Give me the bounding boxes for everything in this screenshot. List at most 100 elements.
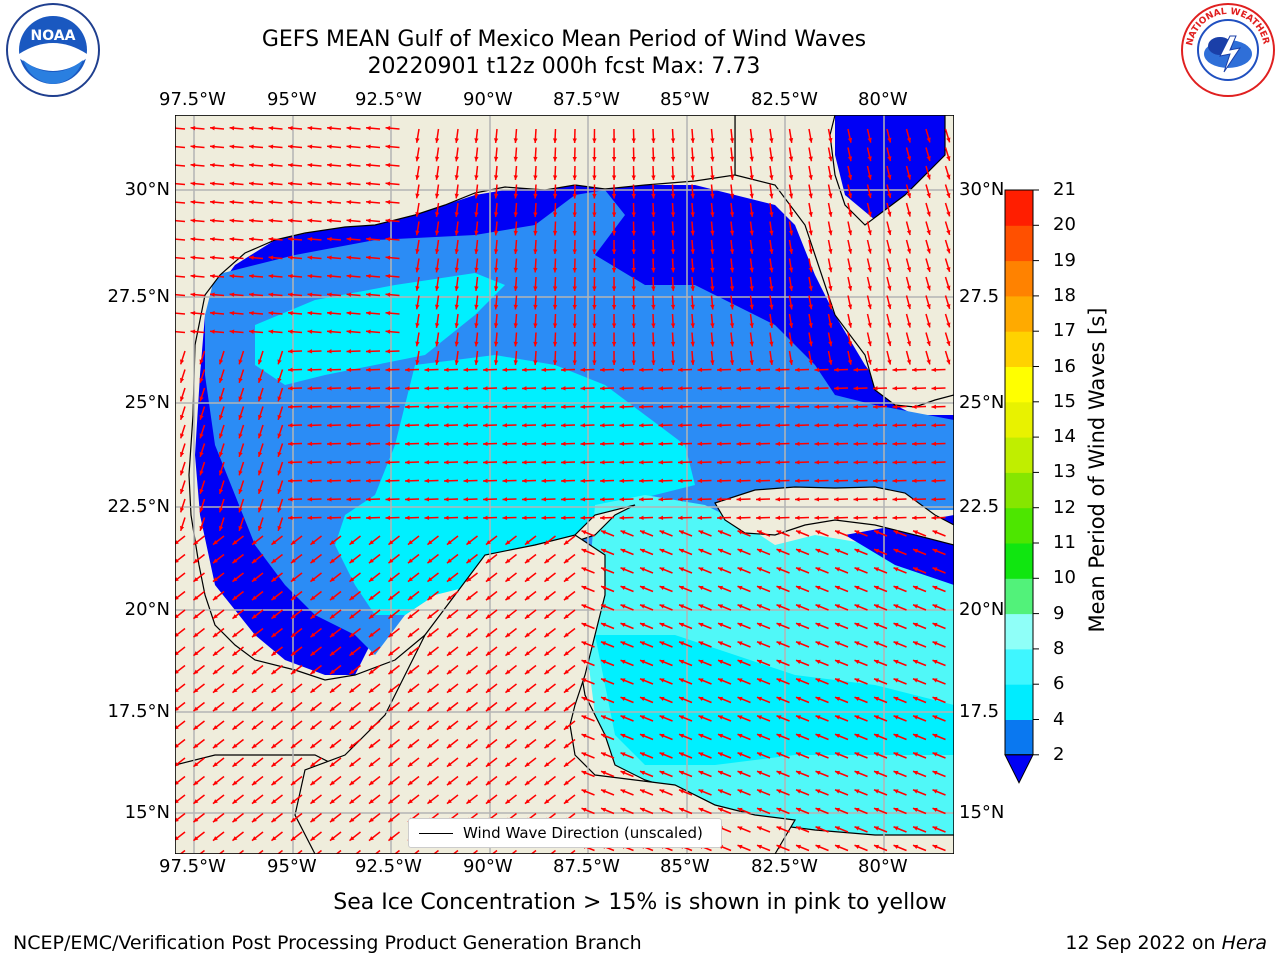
wind-arrowhead: [474, 212, 479, 217]
wind-arrowhead: [346, 404, 352, 410]
wind-arrowhead: [946, 192, 951, 198]
wind-arrowhead: [407, 540, 413, 545]
wind-arrowhead: [541, 423, 547, 428]
wind-arrowhead: [179, 451, 185, 457]
wind-arrowhead: [505, 725, 511, 730]
wind-arrowhead: [729, 360, 735, 365]
wind-arrowhead: [873, 423, 878, 428]
wind-arrowhead: [776, 567, 782, 572]
wind-arrowhead: [808, 137, 813, 143]
wind-arrowhead: [513, 138, 518, 143]
wind-arrowhead: [912, 460, 917, 465]
wind-arrowhead: [847, 174, 853, 180]
wind-arrowhead: [867, 359, 872, 365]
wind-arrowhead: [659, 789, 665, 794]
wind-arrowhead: [776, 807, 782, 812]
wind-arrowhead: [757, 548, 763, 553]
wind-arrowhead: [572, 323, 577, 328]
wind-arrowhead: [678, 404, 683, 410]
wind-arrowhead: [737, 770, 743, 775]
wind-arrowhead: [444, 441, 449, 447]
wind-arrowhead: [796, 789, 802, 794]
wind-arrowhead: [288, 460, 293, 465]
wind-arrowhead: [659, 659, 665, 664]
wind-arrowhead: [485, 669, 491, 675]
wind-arrowhead: [611, 267, 617, 273]
wind-arrowhead: [427, 780, 433, 786]
wind-arrowhead: [493, 212, 499, 217]
wind-arrowhead: [434, 249, 440, 254]
wind-arrowhead: [679, 567, 685, 572]
lon-label: 82.5°W: [751, 89, 818, 110]
wind-arrowhead: [271, 669, 277, 675]
wind-arrowhead: [434, 193, 440, 199]
wind-arrowhead: [640, 659, 646, 664]
wind-arrowhead: [190, 181, 196, 186]
wind-arrowhead: [277, 396, 282, 402]
wind-arrowhead: [388, 817, 394, 823]
wind-arrowhead: [329, 762, 335, 767]
wind-arrowhead: [619, 367, 625, 373]
wind-arrowhead: [249, 181, 254, 186]
wind-arrowhead: [906, 322, 912, 328]
wind-arrowhead: [854, 789, 860, 794]
wind-arrowhead: [424, 386, 430, 391]
wind-arrowhead: [505, 651, 511, 656]
wind-arrowhead: [640, 696, 646, 701]
wind-arrowhead: [581, 696, 587, 701]
wind-arrowhead: [290, 799, 296, 804]
wind-arrowhead: [229, 218, 235, 223]
wind-arrowhead: [592, 267, 597, 273]
wind-arrowhead: [179, 396, 185, 402]
wind-arrowhead: [310, 651, 316, 656]
wind-arrowhead: [251, 836, 257, 841]
wind-arrowhead: [795, 515, 800, 521]
wind-arrowhead: [906, 174, 912, 180]
wind-arrowhead: [446, 558, 452, 564]
wind-arrowhead: [524, 799, 530, 804]
wind-arrowhead: [175, 743, 179, 748]
wind-arrowhead: [892, 441, 898, 447]
wind-arrowhead: [251, 577, 257, 582]
wind-arrowhead: [368, 688, 374, 693]
wind-arrowhead: [388, 725, 394, 730]
wind-arrowhead: [238, 525, 243, 531]
wind-arrowhead: [769, 304, 774, 310]
wind-arrowhead: [327, 423, 332, 428]
wind-arrowhead: [524, 595, 530, 601]
wind-arrowhead: [873, 478, 878, 484]
wind-arrowhead: [268, 292, 274, 297]
wind-arrowhead: [932, 807, 938, 812]
wind-arrowhead: [749, 304, 754, 310]
wind-arrowhead: [563, 725, 569, 730]
wind-arrowhead: [912, 441, 917, 447]
wind-arrowhead: [290, 836, 296, 841]
wind-arrowhead: [446, 595, 452, 601]
wind-arrowhead: [541, 460, 547, 465]
wind-arrowhead: [271, 817, 277, 823]
wind-arrowhead: [485, 651, 491, 656]
wind-arrowhead: [718, 807, 724, 812]
wind-arrowhead: [717, 478, 722, 484]
wind-arrowhead: [466, 669, 472, 675]
lon-label: 80°W: [858, 89, 908, 110]
lat-label: 25°N: [124, 392, 170, 413]
wind-arrowhead: [290, 595, 296, 601]
wind-arrowhead: [524, 577, 530, 582]
wind-arrowhead: [238, 488, 243, 494]
wind-arrowhead: [835, 585, 841, 590]
wind-arrowhead: [718, 770, 724, 775]
wind-arrowhead: [737, 641, 743, 646]
wind-arrowhead: [368, 669, 374, 675]
wind-arrowhead: [368, 558, 374, 564]
wind-arrowhead: [815, 715, 821, 720]
wind-arrowhead: [368, 780, 374, 786]
wind-arrowhead: [466, 540, 472, 545]
wind-arrowhead: [427, 651, 433, 656]
wind-arrowhead: [757, 567, 763, 572]
wind-arrowhead: [544, 799, 550, 804]
wind-arrowhead: [533, 323, 538, 328]
wind-arrowhead: [814, 460, 820, 465]
wind-arrowhead: [474, 304, 479, 310]
wind-arrowhead: [874, 807, 880, 812]
